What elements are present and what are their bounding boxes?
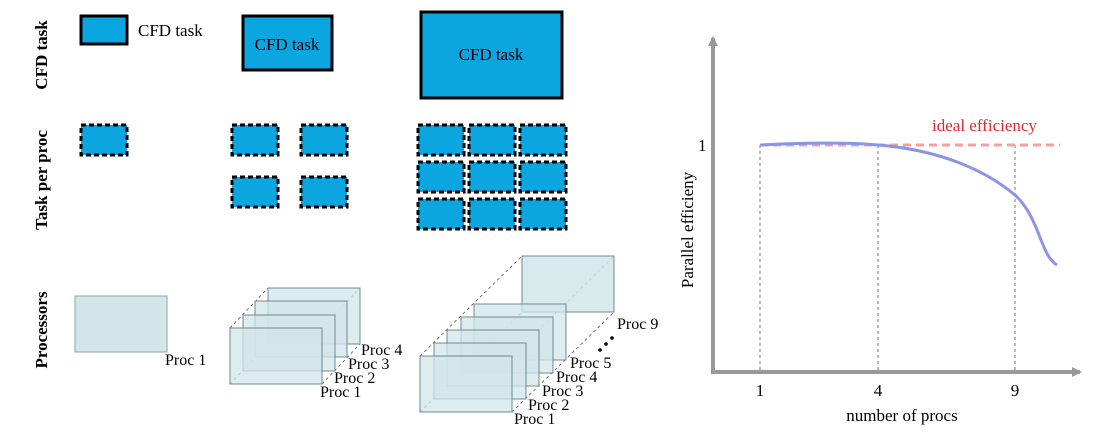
proc-4-label-3: Proc 3 xyxy=(348,356,389,373)
y-tick-1: 1 xyxy=(698,136,707,155)
efficiency-plot: ideal efficiency 1 1 4 9 number of procs… xyxy=(678,36,1082,425)
processors-9: Proc 9 Proc 5 Proc 4 Proc 3 Proc 2 Proc … xyxy=(419,255,658,428)
proc-9-label-2: Proc 2 xyxy=(528,397,569,414)
ellipsis-dot xyxy=(610,336,614,340)
proc-1-label: Proc 1 xyxy=(165,352,206,369)
task-per-proc-1 xyxy=(79,123,129,157)
row-label-task-per-proc: Task per proc xyxy=(32,130,51,230)
ellipsis-dot xyxy=(598,348,602,352)
processors-4: Proc 4 Proc 3 Proc 2 Proc 1 xyxy=(229,287,402,401)
task-per-proc-4 xyxy=(230,123,349,209)
cfd-task-large: CFD task xyxy=(419,10,564,100)
task-per-proc-9 xyxy=(416,123,568,231)
proc-4-label-1: Proc 1 xyxy=(320,384,361,401)
cfd-task-large-label: CFD task xyxy=(459,45,524,64)
proc-9-label-1: Proc 1 xyxy=(514,411,555,428)
proc-9-label-9: Proc 9 xyxy=(617,316,658,333)
proc-9-label-3: Proc 3 xyxy=(542,383,583,400)
cfd-task-medium-label: CFD task xyxy=(255,35,320,54)
ideal-efficiency-label: ideal efficiency xyxy=(932,116,1037,135)
processors-1: Proc 1 xyxy=(74,295,206,369)
x-tick-1: 1 xyxy=(756,381,765,400)
ellipsis-dot xyxy=(604,342,608,346)
efficiency-curve xyxy=(759,141,1058,267)
x-axis-label: number of procs xyxy=(846,406,957,425)
cfd-task-small-label: CFD task xyxy=(138,21,203,40)
row-label-cfd-task: CFD task xyxy=(32,20,51,90)
proc-9-label-4: Proc 4 xyxy=(556,369,597,386)
proc-9-label-5: Proc 5 xyxy=(570,355,611,372)
row-label-processors: Processors xyxy=(32,291,51,368)
proc-4-label-2: Proc 2 xyxy=(334,370,375,387)
cfd-task-medium: CFD task xyxy=(241,14,334,72)
y-axis-label: Parallel efficieny xyxy=(678,171,697,288)
x-tick-4: 4 xyxy=(874,381,883,400)
x-tick-9: 9 xyxy=(1011,381,1020,400)
cfd-task-small: CFD task xyxy=(79,14,203,46)
proc-4-label-4: Proc 4 xyxy=(361,342,402,359)
